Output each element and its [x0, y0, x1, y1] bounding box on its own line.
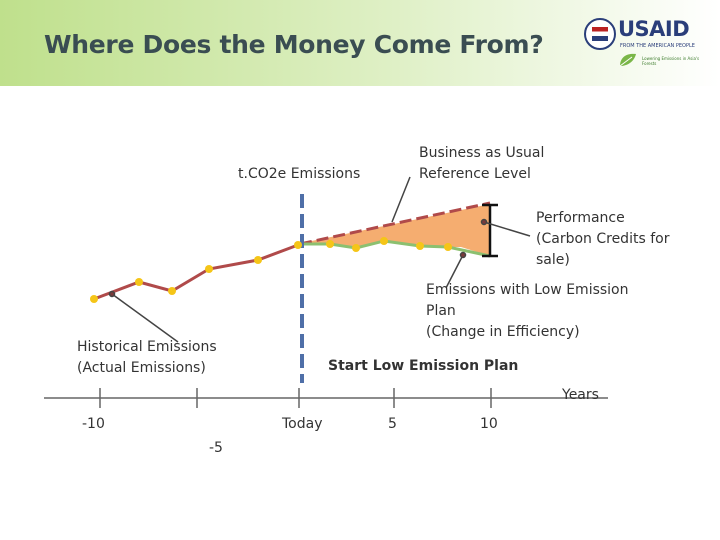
low-emission-label: Emissions with Low Emission Plan (Change…: [426, 280, 629, 343]
tick-label-minus10: -10: [82, 416, 105, 432]
tick-label-today: Today: [282, 416, 323, 432]
historical-label: Historical Emissions (Actual Emissions): [77, 337, 217, 379]
marker: [294, 241, 302, 249]
marker: [205, 265, 213, 273]
tick-label-10: 10: [480, 416, 498, 432]
slide-title: Where Does the Money Come From?: [44, 30, 544, 59]
years-label: Years: [562, 387, 599, 403]
bau-reference-line: [299, 201, 491, 246]
performance-label-line: (Carbon Credits for: [536, 231, 670, 247]
usaid-tagline: FROM THE AMERICAN PEOPLE: [620, 43, 695, 49]
marker: [444, 243, 452, 251]
marker: [135, 278, 143, 286]
performance-area: [302, 204, 490, 256]
marker: [254, 256, 262, 264]
tick-label-5: 5: [388, 416, 397, 432]
data-markers: [90, 237, 452, 303]
bau-label-line: Reference Level: [419, 166, 531, 182]
low-emission-label-line: (Change in Efficiency): [426, 324, 580, 340]
logo-group: USAID FROM THE AMERICAN PEOPLE Lowering …: [584, 16, 706, 74]
performance-bracket: [482, 203, 498, 258]
x-axis: [44, 388, 608, 408]
performance-label-line: Performance: [536, 210, 625, 226]
bau-label-line: Business as Usual: [419, 145, 545, 161]
low-emission-label-line: Plan: [426, 303, 456, 319]
callout-pointers: [108, 176, 531, 343]
start-plan-label: Start Low Emission Plan: [328, 358, 519, 374]
historical-label-line: (Actual Emissions): [77, 360, 206, 376]
marker: [90, 295, 98, 303]
tick-label-minus5: -5: [209, 440, 223, 456]
low-emission-label-line: Emissions with Low Emission: [426, 282, 629, 298]
marker: [416, 242, 424, 250]
marker: [352, 244, 360, 252]
emissions-label: t.CO2e Emissions: [238, 166, 361, 182]
historical-label-line: Historical Emissions: [77, 339, 217, 355]
usaid-logo: USAID: [618, 17, 690, 41]
marker: [380, 237, 388, 245]
marker: [168, 287, 176, 295]
performance-label-line: sale): [536, 252, 570, 268]
leaf-logo-icon: [619, 53, 636, 67]
usaid-seal-icon: [584, 18, 616, 50]
lead-tagline: Lowering Emissions in Asia's Forests: [642, 56, 700, 66]
bau-label: Business as Usual Reference Level: [419, 143, 544, 185]
performance-label: Performance (Carbon Credits for sale): [536, 208, 669, 271]
historical-emissions-line: [93, 243, 299, 301]
marker: [326, 240, 334, 248]
